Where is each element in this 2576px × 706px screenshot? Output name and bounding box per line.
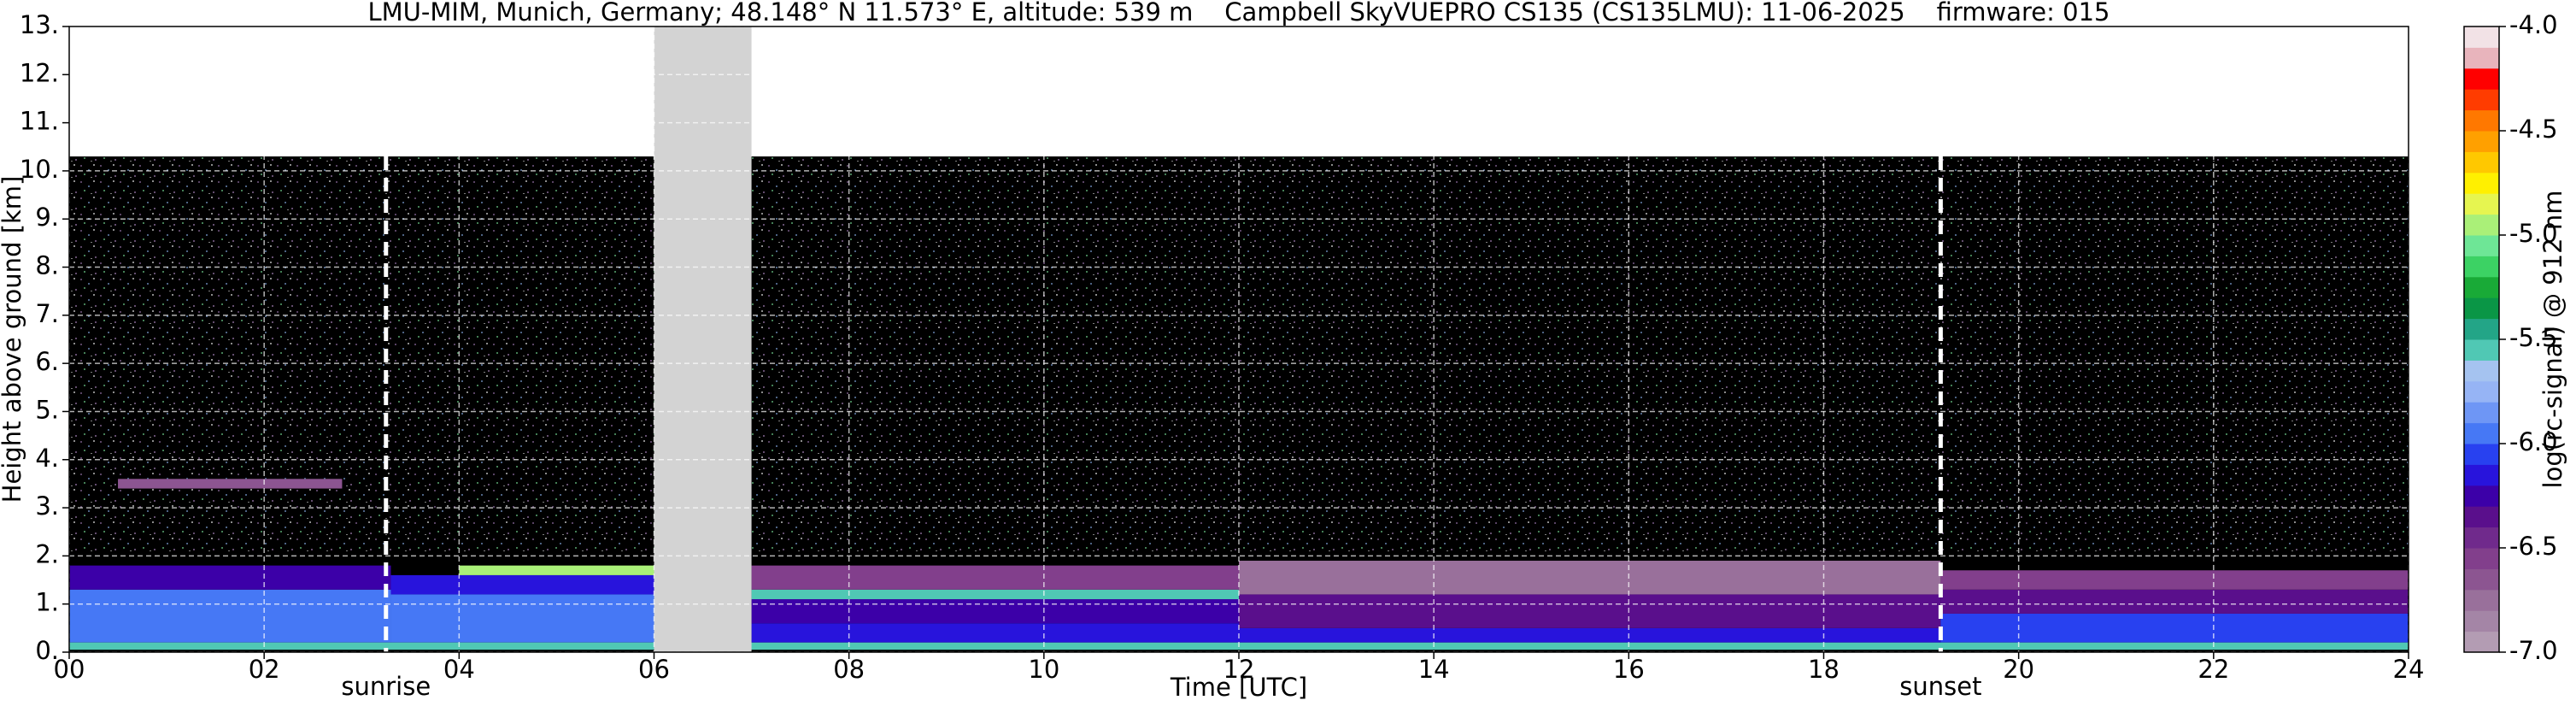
x-tick-label: 18: [1808, 655, 1840, 684]
x-tick-label: 10: [1028, 655, 1059, 684]
signal-region: [459, 565, 654, 575]
colorbar-segment: [2464, 380, 2499, 403]
colorbar-tick-label: -5.0: [2509, 219, 2558, 248]
signal-region: [1940, 589, 2409, 614]
colorbar-tick-label: -6.5: [2509, 532, 2558, 561]
x-tick-label: 24: [2393, 655, 2425, 684]
colorbar-segment: [2464, 109, 2499, 132]
chart-title: LMU-MIM, Munich, Germany; 48.148° N 11.5…: [368, 0, 2110, 26]
colorbar-segment: [2464, 360, 2499, 382]
y-tick-label: 12.: [20, 58, 59, 87]
y-tick-label: 13.: [20, 10, 59, 39]
colorbar-segment: [2464, 214, 2499, 236]
colorbar-segment: [2464, 47, 2499, 69]
colorbar-segment: [2464, 402, 2499, 424]
x-tick-label: 16: [1613, 655, 1645, 684]
colorbar-segment: [2464, 444, 2499, 465]
y-tick-label: 10.: [20, 155, 59, 184]
y-tick-label: 5.: [35, 395, 59, 424]
colorbar-segment: [2464, 506, 2499, 528]
colorbar-segment: [2464, 68, 2499, 90]
signal-region: [390, 594, 654, 643]
colorbar-segment: [2464, 589, 2499, 611]
colorbar-segment: [2464, 548, 2499, 569]
colorbar-segment: [2464, 631, 2499, 653]
y-tick-label: 2.: [35, 539, 59, 568]
colorbar-segment: [2464, 89, 2499, 111]
colorbar-segment: [2464, 464, 2499, 486]
x-tick-label: 02: [249, 655, 280, 684]
x-tick-label: 06: [638, 655, 670, 684]
colorbar-segment: [2464, 339, 2499, 361]
signal-region: [118, 479, 343, 489]
data-gap: [654, 26, 752, 652]
colorbar-segment: [2464, 527, 2499, 549]
x-tick-label: 08: [833, 655, 865, 684]
signal-region: [390, 574, 654, 595]
y-tick-label: 8.: [35, 251, 59, 280]
x-tick-label: 04: [443, 655, 475, 684]
colorbar-segment: [2464, 172, 2499, 194]
x-tick-label: 00: [54, 655, 85, 684]
colorbar-segment: [2464, 568, 2499, 591]
colorbar-segment: [2464, 297, 2499, 320]
plot-frame: [68, 26, 2409, 653]
colorbar-segment: [2464, 256, 2499, 278]
colorbar-segment: [2464, 151, 2499, 174]
y-tick-label: 11.: [20, 107, 59, 136]
signal-region: [1239, 627, 1941, 643]
colorbar-segment: [2464, 235, 2499, 256]
signal-region: [751, 565, 1239, 590]
event-label: sunset: [1899, 672, 1981, 701]
colorbar-tick-label: -5.5: [2509, 323, 2558, 352]
colorbar-segment: [2464, 131, 2499, 152]
colorbar-segment: [2464, 422, 2499, 444]
y-tick-label: 4.: [35, 444, 59, 473]
colorbar-segment: [2464, 276, 2499, 298]
y-tick-label: 0.: [35, 636, 59, 665]
x-axis-label: Time [UTC]: [1170, 673, 1307, 702]
colorbar-segment: [2464, 318, 2499, 340]
colorbar-segment: [2464, 610, 2499, 632]
y-tick-label: 3.: [35, 491, 59, 521]
signal-region: [1940, 570, 2409, 590]
y-tick-label: 9.: [35, 203, 59, 232]
colorbar-segment: [2464, 26, 2499, 48]
colorbar-tick-label: -7.0: [2509, 636, 2558, 665]
signal-region: [1239, 594, 1941, 628]
signal-region: [69, 589, 391, 643]
colorbar-label: log(rc-signal) @ 912 nm: [2538, 191, 2567, 489]
colorbar-tick-label: -4.5: [2509, 115, 2558, 144]
y-tick-label: 7.: [35, 299, 59, 328]
signal-region: [69, 565, 391, 590]
signal-region: [751, 623, 1239, 643]
colorbar-segment: [2464, 193, 2499, 215]
colorbar-segment: [2464, 485, 2499, 507]
colorbar-tick-label: -6.0: [2509, 427, 2558, 456]
signal-region: [1940, 613, 2409, 643]
signal-region: [1239, 561, 1941, 595]
plot-area: [68, 26, 2409, 653]
x-tick-label: 22: [2198, 655, 2229, 684]
event-label: sunrise: [341, 672, 431, 701]
x-tick-label: 14: [1418, 655, 1450, 684]
y-axis-label: Height above ground [km]: [0, 176, 26, 503]
signal-region: [751, 599, 1239, 624]
colorbar-tick-label: -4.0: [2509, 10, 2558, 39]
x-tick-label: 12: [1223, 655, 1255, 684]
x-tick-label: 20: [2003, 655, 2034, 684]
y-tick-label: 6.: [35, 347, 59, 376]
signal-region: [751, 589, 1239, 600]
y-tick-label: 1.: [35, 588, 59, 617]
